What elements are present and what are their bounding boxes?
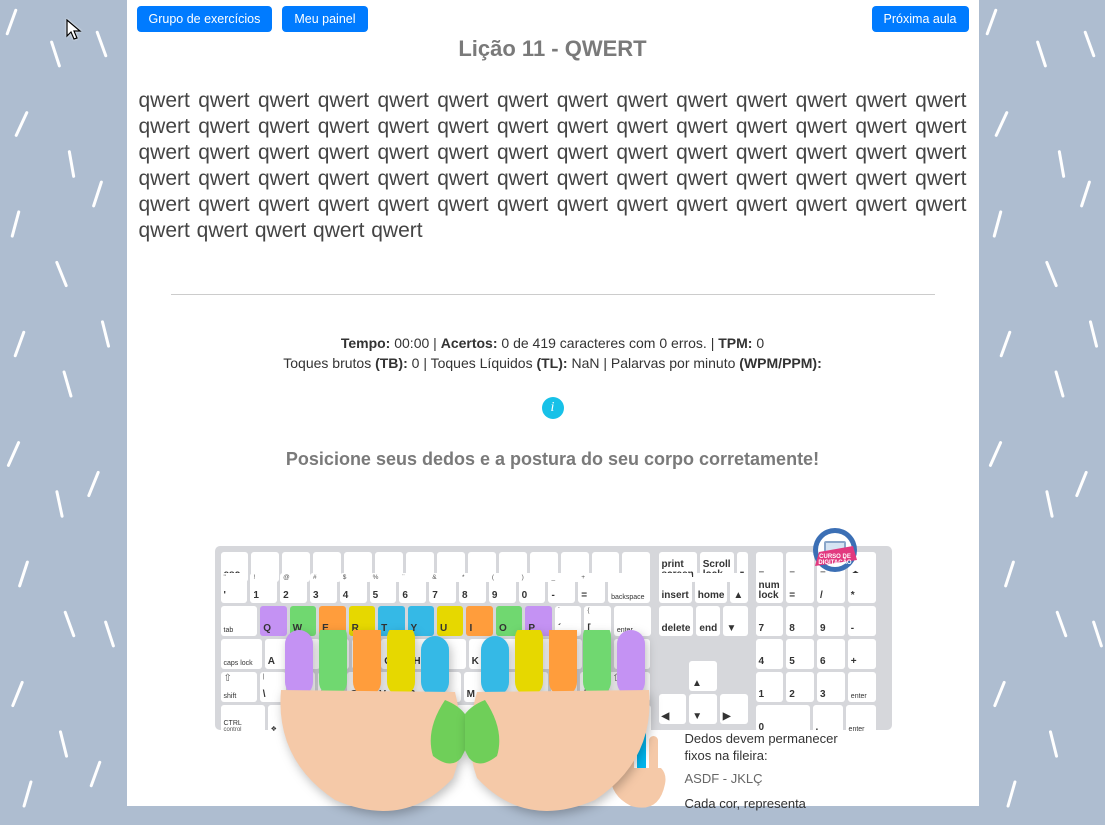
key-num-lock[interactable]: num lock [756, 573, 784, 603]
key-ctrl[interactable]: CTRLcontrol [221, 705, 265, 735]
legend-homerow: ASDF - JKLÇ [685, 770, 838, 787]
key-6[interactable]: ¨6 [399, 573, 426, 603]
posture-message: Posicione seus dedos e a postura do seu … [137, 449, 969, 470]
key-tab[interactable]: tab [221, 606, 258, 636]
keyboard-zone: CURSO DE DIGITAÇÃO esc"'!1@2#3$4%5¨6&7*8… [137, 546, 969, 806]
key-home[interactable]: home [695, 573, 728, 603]
key-9[interactable]: 9 [817, 606, 845, 636]
main-panel: Grupo de exercícios Meu painel Próxima a… [127, 0, 979, 806]
legend-line1: Dedos devem permanecer [685, 730, 838, 747]
practice-text: qwert qwert qwert qwert qwert qwert qwer… [139, 88, 967, 244]
key-8[interactable]: *8 [459, 573, 486, 603]
key-3[interactable]: #3 [310, 573, 337, 603]
key-9[interactable]: (9 [489, 573, 516, 603]
divider [171, 294, 935, 295]
key--[interactable]: _- [548, 573, 575, 603]
key--[interactable]: ▼ [723, 606, 747, 636]
course-logo-badge: CURSO DE DIGITAÇÃO [807, 526, 863, 587]
key-caps-lock[interactable]: caps lock [221, 639, 262, 669]
key-3[interactable]: 3 [817, 672, 845, 702]
key--[interactable]: ▲ [730, 573, 747, 603]
key--[interactable]: - [848, 606, 876, 636]
key-enter[interactable]: enter [848, 672, 876, 702]
key-5[interactable]: %5 [370, 573, 397, 603]
key--[interactable]: "' [221, 573, 248, 603]
key-end[interactable]: end [696, 606, 720, 636]
legend-line2: fixos na fileira: [685, 747, 838, 764]
key--[interactable]: ▲ [689, 661, 717, 691]
key-1[interactable]: !1 [250, 573, 277, 603]
exercise-group-button[interactable]: Grupo de exercícios [137, 6, 273, 32]
right-hand [465, 630, 655, 825]
key-insert[interactable]: insert [659, 573, 692, 603]
key--[interactable]: + [848, 639, 876, 669]
key-shift[interactable]: ⇧shift [221, 672, 257, 702]
mouse-cursor [66, 19, 84, 47]
key-7[interactable]: &7 [429, 573, 456, 603]
key-8[interactable]: 8 [786, 606, 814, 636]
info-icon[interactable]: i [542, 397, 564, 419]
left-hand [275, 630, 465, 825]
lesson-title: Lição 11 - QWERT [137, 36, 969, 62]
key-delete[interactable]: delete [659, 606, 694, 636]
key-5[interactable]: 5 [786, 639, 814, 669]
key--[interactable]: ▼ [689, 694, 717, 724]
key-6[interactable]: 6 [817, 639, 845, 669]
key-2[interactable]: @2 [280, 573, 307, 603]
key-0[interactable]: )0 [519, 573, 546, 603]
key--[interactable]: ◀ [659, 694, 687, 724]
svg-text:DIGITAÇÃO: DIGITAÇÃO [818, 559, 852, 566]
key-backspace[interactable]: backspace [608, 573, 650, 603]
next-lesson-button[interactable]: Próxima aula [872, 6, 969, 32]
key-2[interactable]: 2 [786, 672, 814, 702]
key-4[interactable]: 4 [756, 639, 784, 669]
key-4[interactable]: $4 [340, 573, 367, 603]
top-bar: Grupo de exercícios Meu painel Próxima a… [137, 6, 969, 32]
key-7[interactable]: 7 [756, 606, 784, 636]
key--[interactable]: ▶ [720, 694, 748, 724]
key--[interactable]: += [578, 573, 605, 603]
key-1[interactable]: 1 [756, 672, 784, 702]
my-panel-button[interactable]: Meu painel [282, 6, 367, 32]
stats-line: Tempo: 00:00 | Acertos: 0 de 419 caracte… [137, 333, 969, 373]
